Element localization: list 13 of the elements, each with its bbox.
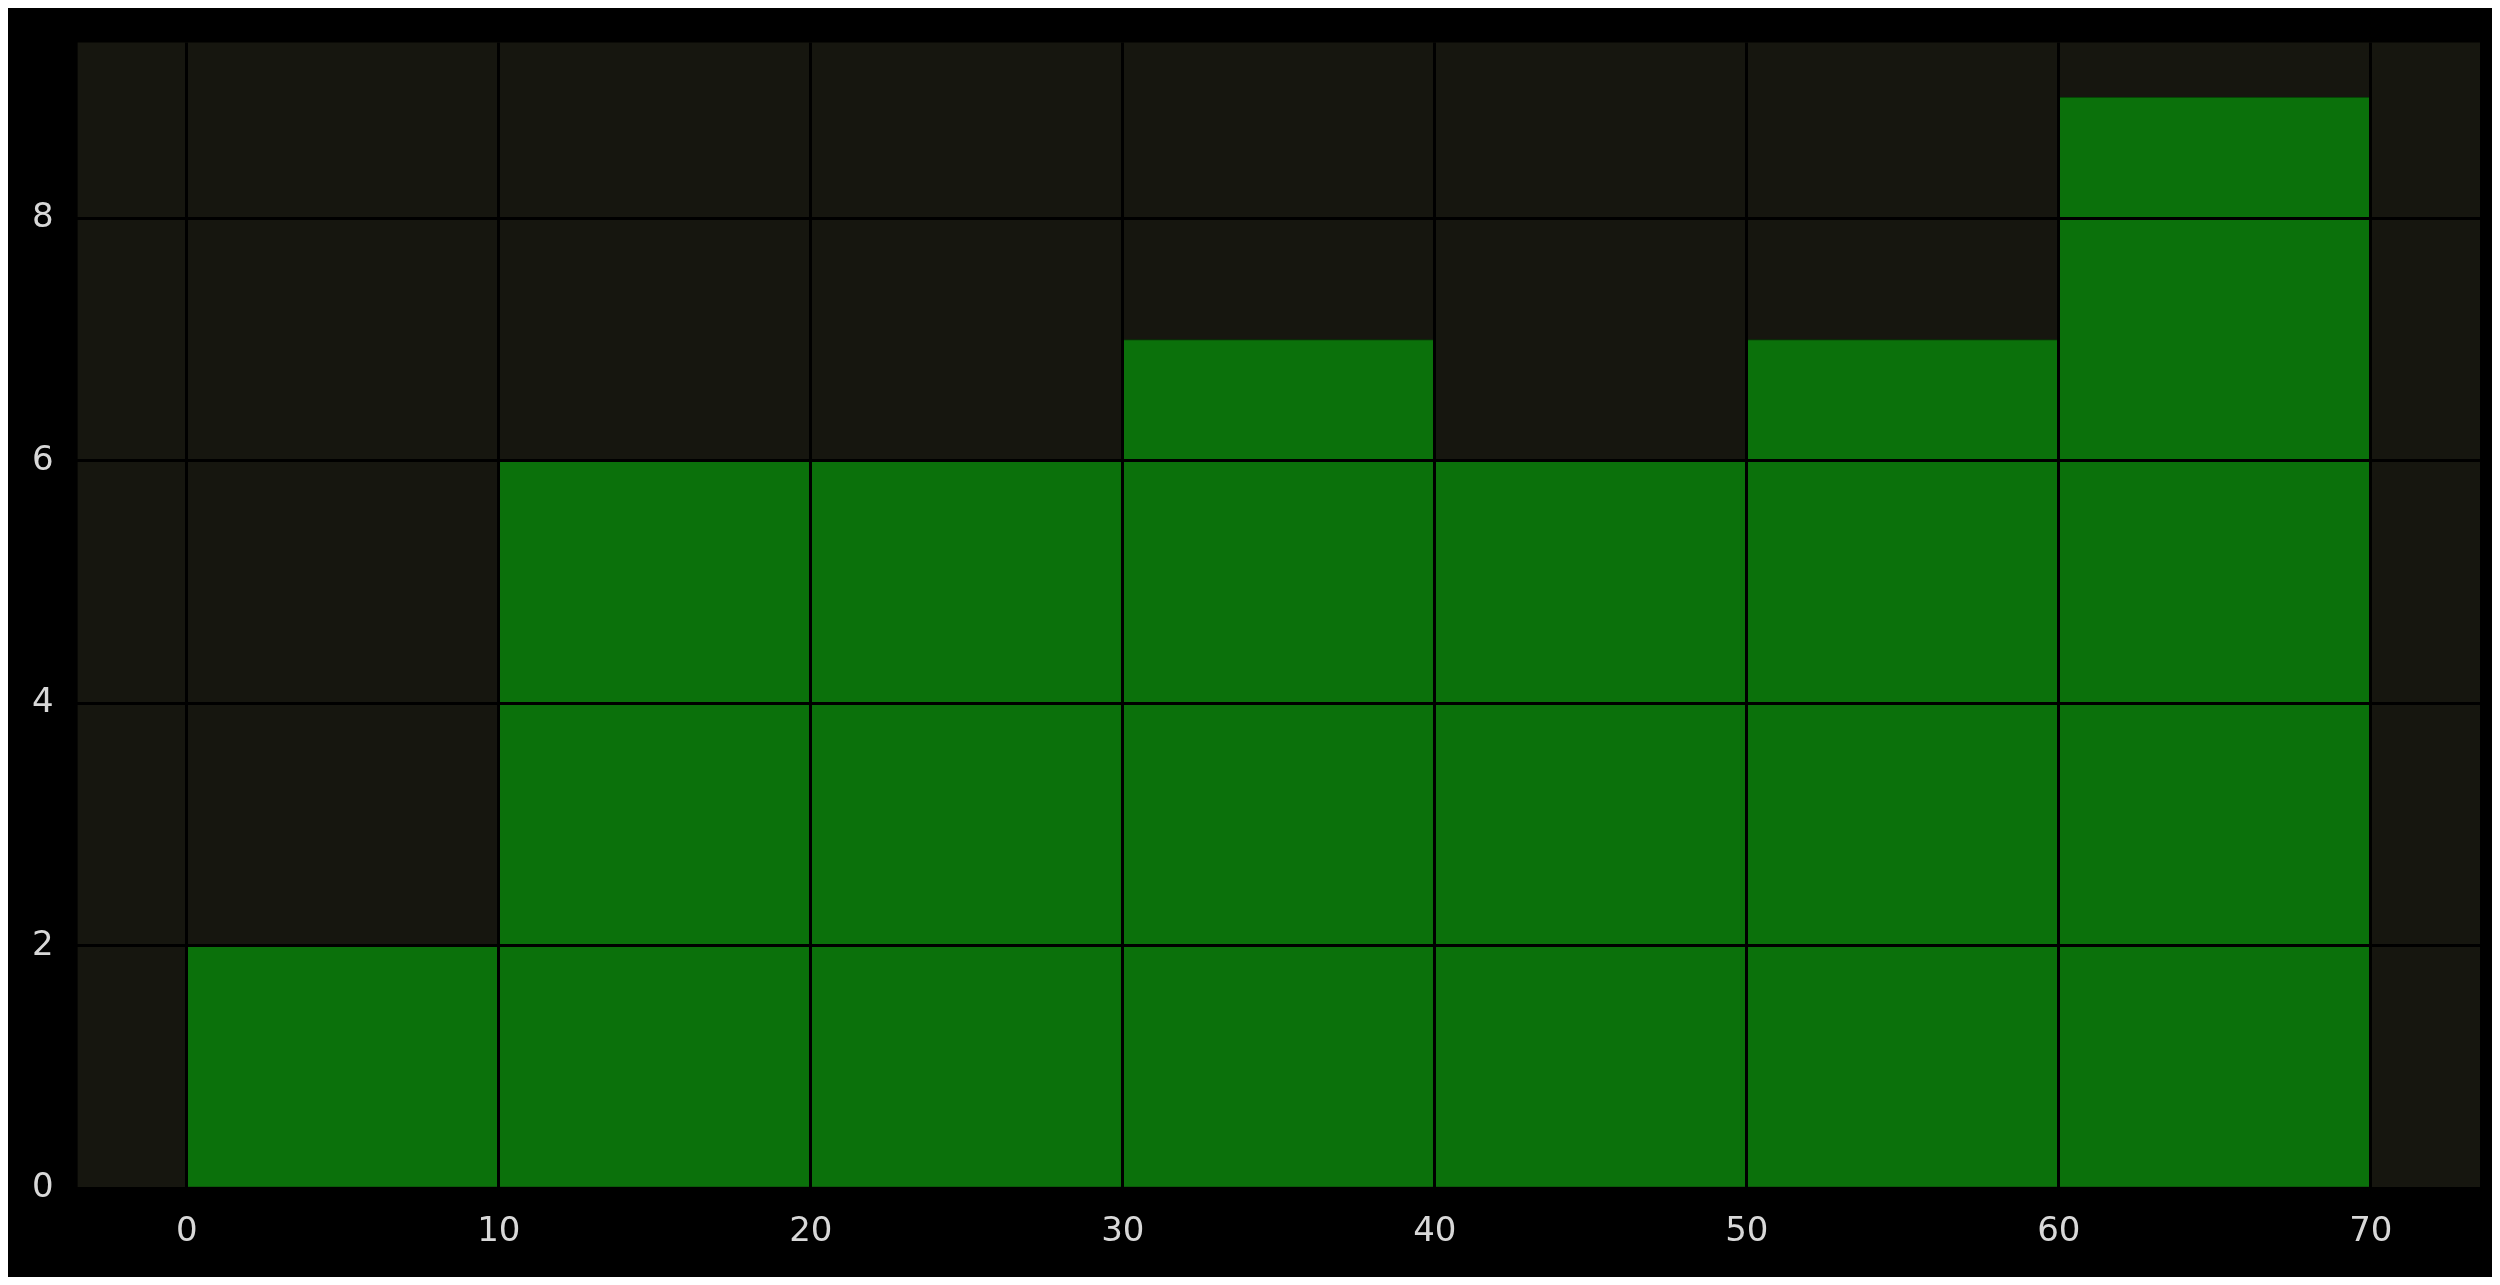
x-tick-label: 70 — [2349, 1209, 2393, 1250]
x-tick-label: 50 — [1725, 1209, 1769, 1250]
y-tick-label: 8 — [31, 195, 54, 236]
x-tick-label: 60 — [2037, 1209, 2081, 1250]
y-tick-label: 0 — [31, 1165, 54, 1206]
x-tick-label: 0 — [176, 1209, 198, 1250]
y-tick-label: 6 — [31, 437, 54, 478]
x-tick-label: 10 — [477, 1209, 521, 1250]
y-tick-label: 4 — [31, 680, 54, 721]
x-tick-label: 40 — [1413, 1209, 1457, 1250]
y-tick-label: 2 — [31, 922, 54, 963]
x-tick-label: 20 — [789, 1209, 833, 1250]
x-tick-label: 30 — [1101, 1209, 1145, 1250]
